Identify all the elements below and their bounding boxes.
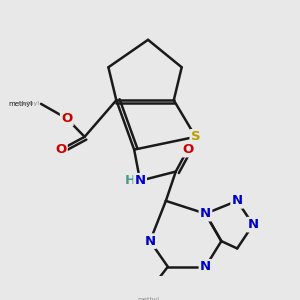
Text: N: N xyxy=(200,207,211,220)
Text: N: N xyxy=(200,260,211,273)
Text: O: O xyxy=(55,143,67,156)
Text: N: N xyxy=(134,174,146,187)
Text: N: N xyxy=(248,218,259,231)
Text: N: N xyxy=(232,194,243,207)
Text: H: H xyxy=(124,174,136,187)
Text: methyl: methyl xyxy=(9,101,33,107)
Text: S: S xyxy=(191,130,200,143)
Text: O: O xyxy=(61,112,72,125)
Text: N: N xyxy=(144,235,156,248)
Text: O: O xyxy=(182,143,193,156)
Text: methyl: methyl xyxy=(17,101,39,106)
Text: methyl: methyl xyxy=(137,297,159,300)
